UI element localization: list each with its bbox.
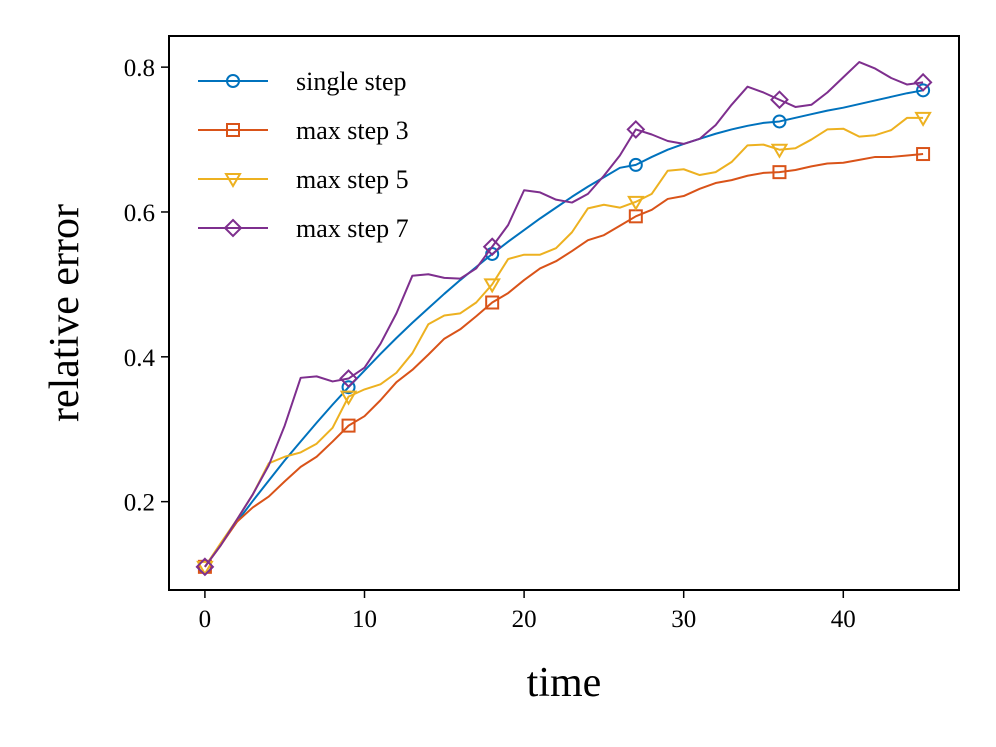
legend-label-max-step-3: max step 3 bbox=[296, 116, 409, 145]
legend-item-max-step-3: max step 3 bbox=[198, 116, 409, 145]
point-max-step-3-18 bbox=[485, 295, 500, 310]
legend: single step max step 3 max step 5 max step … bbox=[198, 67, 409, 243]
x-tick-label-40: 40 bbox=[831, 606, 856, 633]
legend-item-single-step: single step bbox=[198, 67, 407, 96]
point-max-step-7-0 bbox=[195, 557, 215, 577]
legend-item-max-step-7: max step 7 bbox=[198, 214, 409, 243]
point-single-step-36 bbox=[772, 114, 787, 129]
point-single-step-9 bbox=[341, 380, 356, 395]
point-max-step-5-0 bbox=[196, 560, 214, 576]
legend-label-max-step-5: max step 5 bbox=[296, 165, 409, 194]
x-tick-label-10: 10 bbox=[352, 606, 377, 633]
point-max-step-5-45 bbox=[914, 111, 932, 127]
legend-marker-max-step-5 bbox=[224, 173, 242, 188]
x-tick-label-20: 20 bbox=[512, 606, 537, 633]
x-tick-label-30: 30 bbox=[671, 606, 696, 633]
point-max-step-7-9 bbox=[339, 369, 358, 388]
legend-marker-max-step-3 bbox=[226, 123, 240, 137]
point-max-step-7-18 bbox=[482, 237, 502, 257]
y-tick-label-0.6: 0.6 bbox=[124, 200, 155, 227]
legend-item-max-step-5: max step 5 bbox=[198, 165, 409, 194]
x-tick-label-0: 0 bbox=[199, 606, 212, 633]
point-max-step-5-9 bbox=[339, 390, 358, 406]
point-max-step-7-27 bbox=[626, 120, 646, 139]
y-axis-title: relative error bbox=[42, 204, 88, 422]
point-max-step-3-36 bbox=[772, 165, 787, 180]
series-line-single-step bbox=[204, 89, 924, 568]
y-tick-label-0.2: 0.2 bbox=[124, 490, 155, 517]
point-max-step-5-27 bbox=[627, 195, 645, 211]
legend-marker-single-step bbox=[226, 74, 240, 88]
point-max-step-3-9 bbox=[341, 418, 356, 433]
point-max-step-5-36 bbox=[770, 143, 789, 159]
point-max-step-7-45 bbox=[913, 72, 933, 92]
point-max-step-7-36 bbox=[770, 90, 789, 110]
x-axis-title: time bbox=[527, 660, 602, 706]
series-line-max-step-3 bbox=[204, 153, 924, 568]
y-tick-label-0.4: 0.4 bbox=[124, 345, 156, 372]
y-axis: 0.2 0.4 0.6 0.8 bbox=[124, 55, 169, 517]
legend-label-single-step: single step bbox=[296, 67, 407, 96]
y-tick-label-0.8: 0.8 bbox=[124, 55, 155, 82]
legend-label-max-step-7: max step 7 bbox=[296, 214, 409, 243]
legend-marker-max-step-7 bbox=[223, 218, 243, 238]
point-max-step-3-45 bbox=[916, 147, 931, 162]
plot-frame bbox=[168, 35, 960, 591]
point-single-step-45 bbox=[916, 83, 931, 98]
point-max-step-5-18 bbox=[483, 278, 501, 294]
series-line-max-step-5 bbox=[204, 116, 924, 568]
x-axis: 0 10 20 30 40 bbox=[199, 590, 856, 633]
point-single-step-27 bbox=[628, 157, 643, 172]
plot-content bbox=[195, 61, 933, 577]
series-line-max-step-7 bbox=[204, 61, 924, 568]
